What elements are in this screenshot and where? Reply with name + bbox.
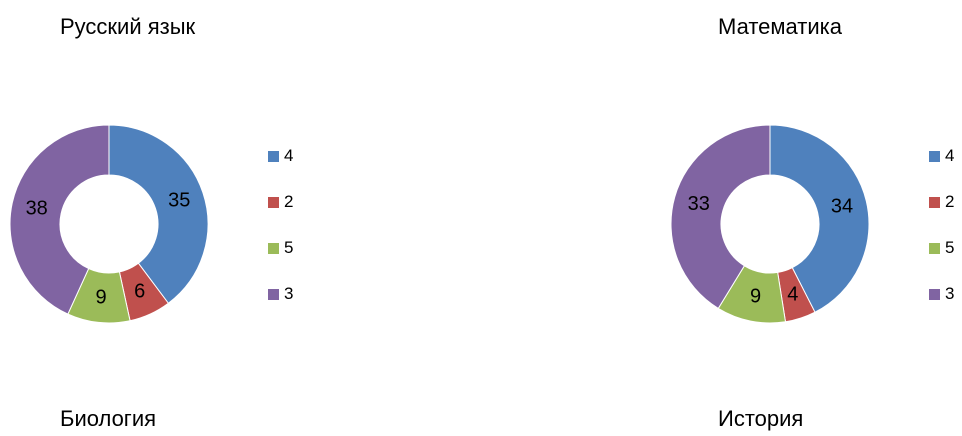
legend-label: 4: [945, 146, 955, 165]
legend-item: 5: [929, 238, 954, 258]
legend-item: 2: [929, 192, 954, 212]
donut-segment-4: [108, 124, 209, 304]
legend-label: 2: [284, 192, 294, 211]
chart-title: Математика: [718, 14, 842, 39]
legend-swatch: [929, 242, 940, 254]
data-label: 35: [168, 190, 190, 212]
donut-segment-3: [9, 124, 110, 315]
legend-swatch: [268, 242, 279, 254]
chart-title: История: [718, 406, 804, 431]
legend-swatch: [268, 150, 279, 162]
legend-label: 4: [284, 146, 294, 165]
legend-swatch: [268, 288, 279, 300]
legend-item: 4: [929, 146, 954, 166]
legend-item: 2: [268, 192, 293, 212]
chart-title: Биология: [60, 406, 157, 431]
legend-item: 3: [929, 284, 954, 304]
legend-label: 3: [945, 284, 955, 303]
data-label: 34: [831, 196, 853, 218]
legend-swatch: [929, 196, 940, 208]
legend-swatch: [929, 288, 940, 300]
donut-segment-4: [769, 124, 870, 313]
legend-swatch: [268, 196, 279, 208]
chart-title: Русский язык: [60, 14, 196, 39]
data-label: 33: [688, 193, 710, 215]
legend-label: 5: [284, 238, 294, 257]
data-label: 9: [96, 287, 107, 309]
legend-label: 2: [945, 192, 955, 211]
data-label: 4: [787, 283, 798, 305]
donut-segment-3: [670, 124, 771, 310]
legend-item: 3: [268, 284, 293, 304]
data-label: 38: [26, 197, 48, 219]
legend-item: 4: [268, 146, 293, 166]
legend-label: 5: [945, 238, 955, 257]
legend-item: 5: [268, 238, 293, 258]
data-label: 9: [750, 286, 761, 308]
legend-label: 3: [284, 284, 294, 303]
data-label: 6: [134, 280, 145, 302]
legend-swatch: [929, 150, 940, 162]
